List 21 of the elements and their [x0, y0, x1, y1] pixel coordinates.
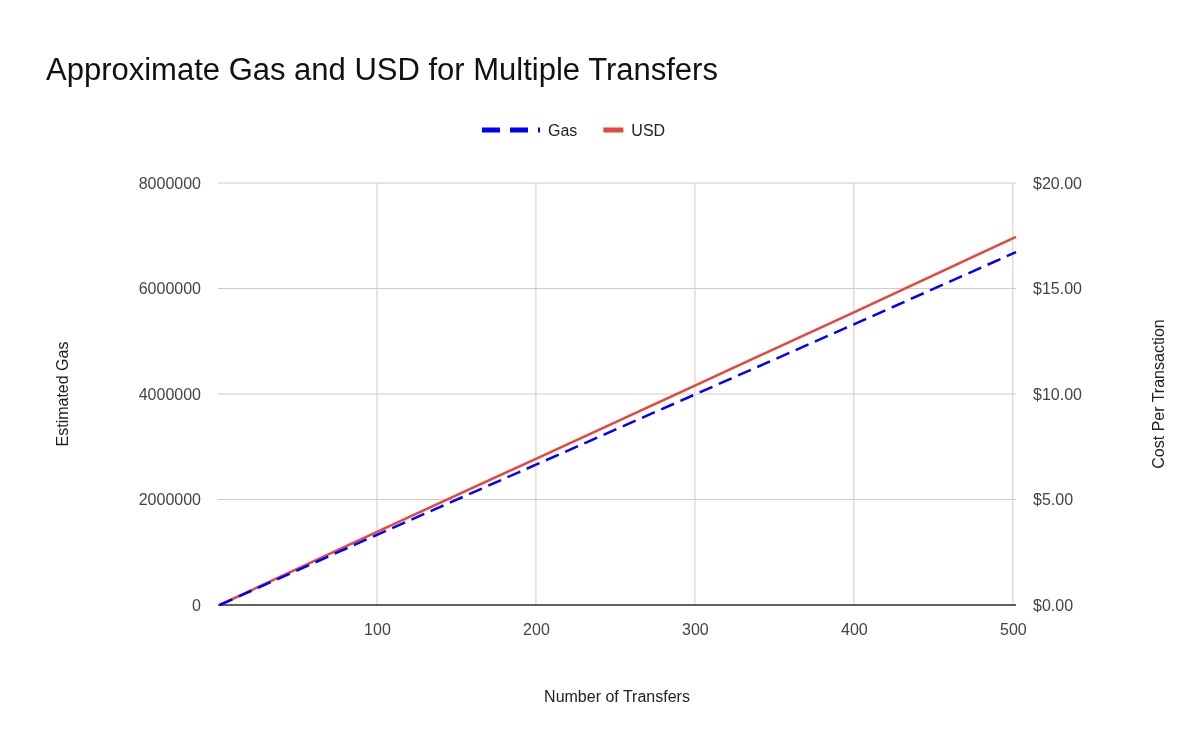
x-tick-label: 100: [364, 621, 391, 639]
y2-tick-label: $15.00: [1033, 280, 1083, 298]
legend-label: USD: [631, 122, 666, 139]
y2-axis-title: Cost Per Transaction: [1150, 319, 1167, 469]
y-tick-label: 2000000: [138, 491, 202, 509]
legend-label: Gas: [548, 122, 578, 139]
y-tick-label: 6000000: [138, 280, 202, 298]
x-tick-label: 500: [999, 621, 1027, 639]
y2-tick-label: $5.00: [1033, 491, 1074, 509]
x-tick-label: 200: [523, 621, 550, 639]
chart-title: Approximate Gas and USD for Multiple Transfers: [46, 52, 718, 87]
y-tick-label: 4000000: [138, 385, 202, 403]
y-tick-label: 8000000: [138, 174, 202, 192]
y-tick-label: 0: [192, 596, 202, 614]
y2-tick-label: $10.00: [1033, 385, 1083, 403]
y-axis-title: Estimated Gas: [54, 341, 71, 447]
x-tick-label: 400: [841, 621, 868, 639]
x-tick-label: 300: [682, 621, 709, 639]
y2-tick-label: $20.00: [1033, 174, 1083, 192]
y2-tick-label: $0.00: [1033, 596, 1074, 614]
x-axis-title: Number of Transfers: [544, 688, 690, 705]
